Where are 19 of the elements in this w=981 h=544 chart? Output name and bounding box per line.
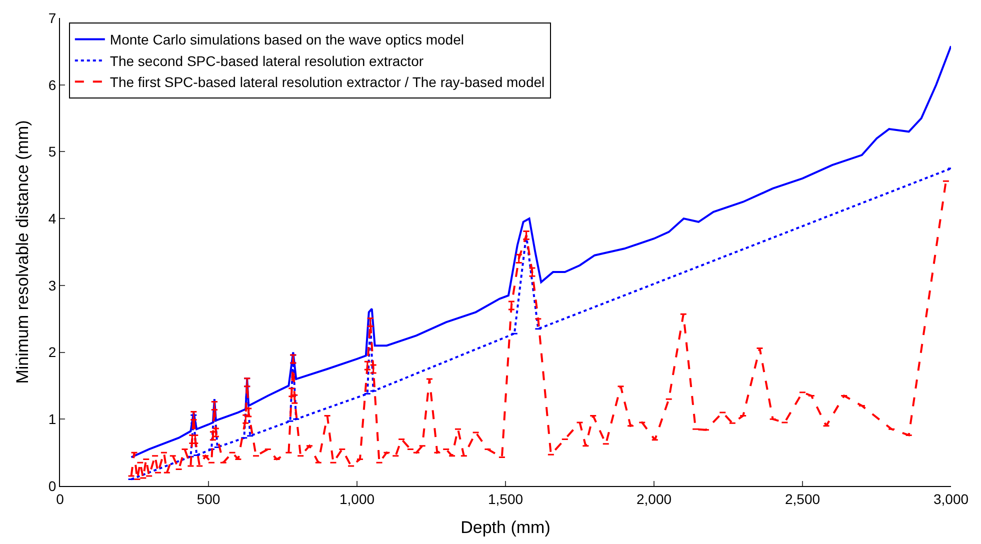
- y-tick-label: 7: [48, 10, 56, 26]
- y-tick-label: 5: [48, 144, 56, 160]
- x-tick-label: 1,500: [488, 490, 524, 507]
- y-tick-label: 3: [48, 277, 56, 294]
- y-tick-label: 2: [48, 344, 56, 360]
- x-tick-label: 2,500: [784, 490, 820, 507]
- y-axis-title: Minimum resolvable distance (mm): [12, 120, 32, 384]
- x-axis-title: Depth (mm): [460, 518, 550, 538]
- x-tick-label: 3,000: [933, 490, 969, 507]
- x-tick-label: 500: [196, 490, 220, 507]
- legend-label: The second SPC-based lateral resolution extractor: [110, 52, 424, 69]
- x-tick-label: 1,000: [339, 490, 375, 507]
- legend-label: Monte Carlo simulations based on the wave optics model: [110, 32, 464, 48]
- y-tick-label: 0: [48, 478, 56, 494]
- y-tick-label: 1: [48, 411, 56, 428]
- y-tick-label: 4: [48, 210, 56, 226]
- legend-label: The first SPC-based lateral resolution extractor / The ray-based model: [110, 74, 545, 90]
- x-tick-label: 2,000: [636, 490, 672, 507]
- y-tick-label: 6: [48, 76, 56, 93]
